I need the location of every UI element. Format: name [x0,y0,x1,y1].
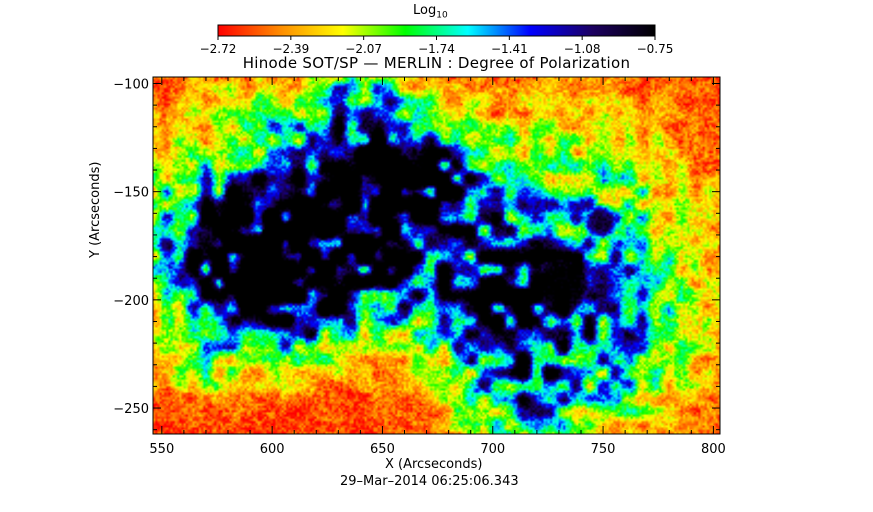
x-tick-label: 550 [149,442,174,457]
chart-title: Hinode SOT/SP — MERLIN : Degree of Polar… [242,54,631,72]
y-axis: −100 −150 −200 −250 [113,77,720,431]
polarization-map [153,77,720,434]
colorbar-tick-label: −2.72 [200,42,237,56]
y-tick-label: −150 [113,186,149,201]
colorbar-ticks: −2.72 −2.39 −2.07 −1.74 −1.41 −1.08 −0.75 [200,36,674,56]
x-axis-label: X (Arcseconds) [385,457,483,472]
x-tick-label: 600 [260,442,285,457]
y-tick-label: −250 [113,402,149,417]
observation-timestamp: 29–Mar–2014 06:25:06.343 [340,474,519,489]
plot-frame [152,76,721,435]
colorbar-tick-label: −2.07 [345,42,382,56]
colorbar-tick-label: −2.39 [272,42,309,56]
colorbar-tick-label: −1.41 [491,42,528,56]
colorbar-title: Log10 [413,3,448,21]
x-tick-label: 700 [480,442,505,457]
x-tick-label: 800 [701,442,726,457]
y-tick-label: −200 [113,294,149,309]
y-tick-label: −100 [113,77,149,92]
x-tick-label: 750 [591,442,616,457]
colorbar-tick-label: −1.74 [418,42,455,56]
colorbar-tick-label: −1.08 [564,42,601,56]
x-axis: 550 600 650 700 750 800 [149,77,726,457]
y-axis-label: Y (Arcseconds) [88,161,103,258]
colorbar [217,24,656,37]
x-tick-label: 650 [370,442,395,457]
colorbar-tick-label: −0.75 [637,42,674,56]
